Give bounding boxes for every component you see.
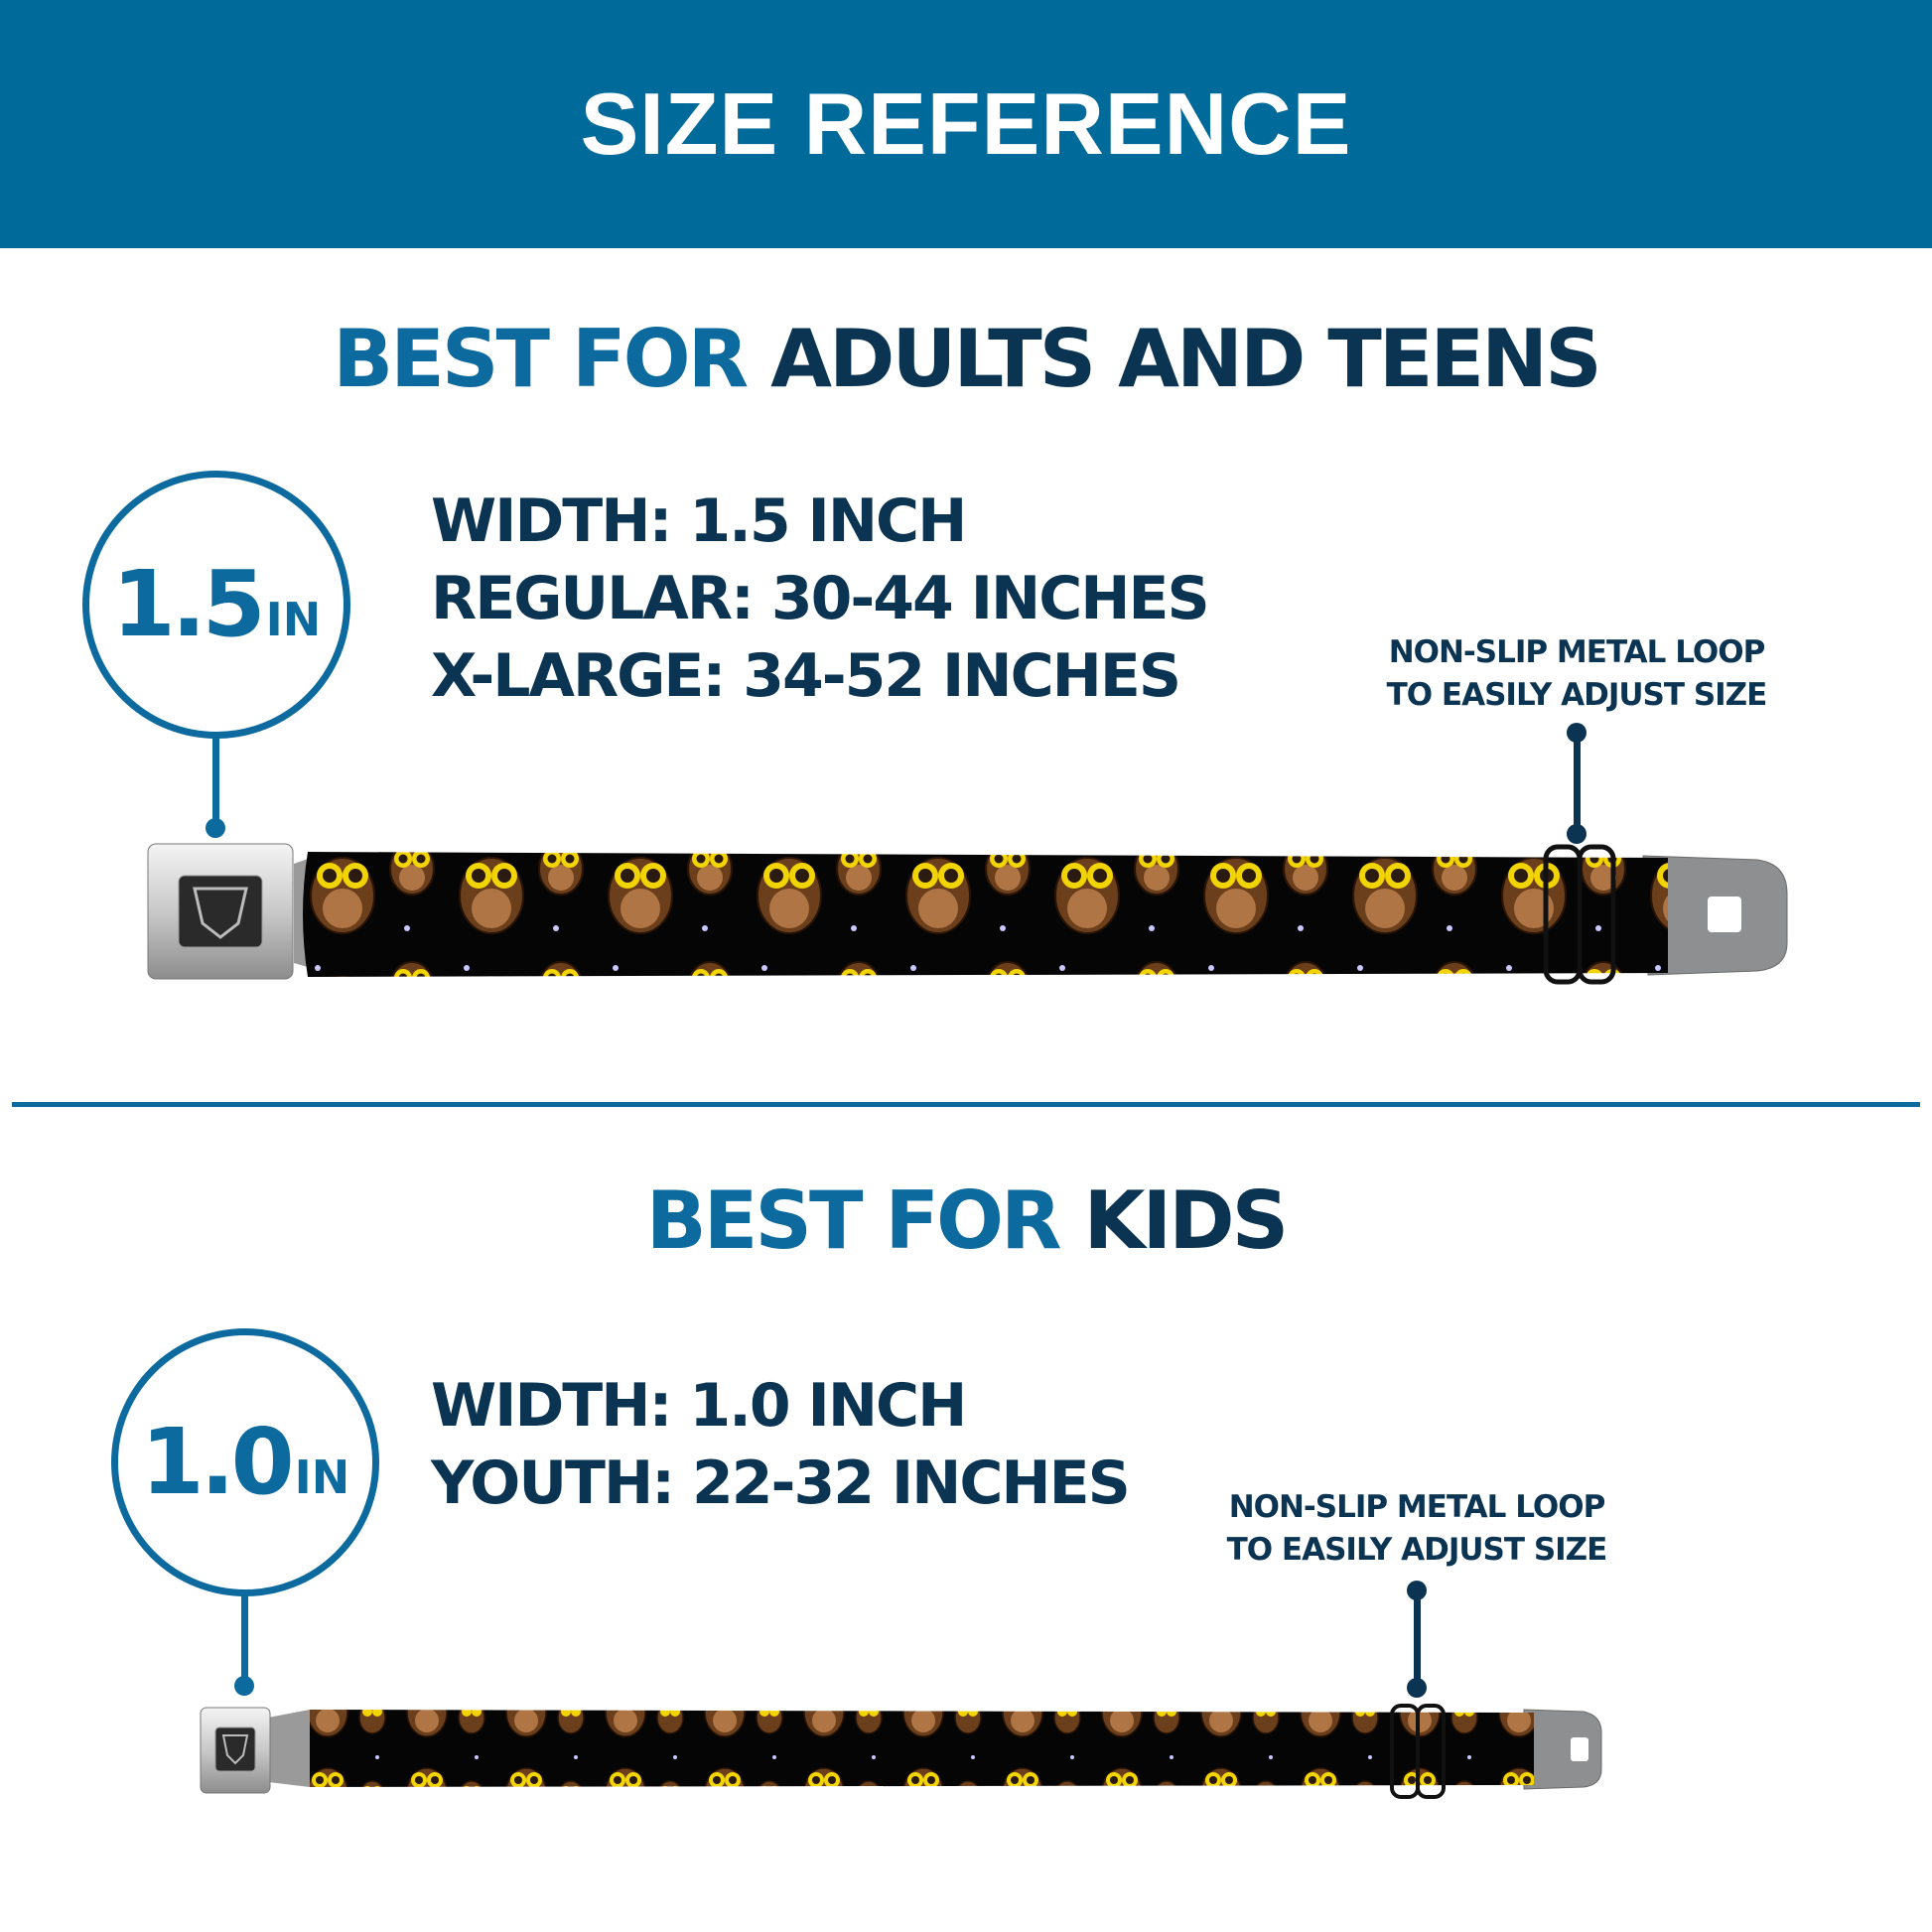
callout-line-2: TO EASILY ADJUST SIZE: [1226, 1532, 1608, 1568]
section-divider: [12, 1102, 1920, 1107]
badge-number: 1.0: [140, 1409, 295, 1515]
belt-tip: [1523, 1709, 1602, 1790]
title-prefix: BEST FOR: [645, 1174, 1062, 1267]
owl-strap: [310, 1710, 1534, 1787]
pointer-line: [241, 1594, 248, 1684]
callout-line-2: TO EASILY ADJUST SIZE: [1386, 677, 1768, 713]
callout-line-1: NON-SLIP METAL LOOP: [1388, 634, 1766, 670]
spec-youth: YOUTH: 22-32 INCHES: [431, 1449, 1131, 1518]
adults-section-title: BEST FOR ADULTS AND TEENS: [0, 320, 1932, 399]
pointer-line: [212, 737, 219, 826]
width-badge-kids: 1.0 IN: [111, 1328, 379, 1596]
owl-strap: [303, 852, 1668, 977]
tip-slot: [1708, 897, 1741, 932]
callout-dot-top: [1407, 1581, 1427, 1600]
callout-dot-bottom: [1567, 824, 1587, 844]
bd-logo-icon: [193, 887, 248, 939]
badge-unit: IN: [265, 593, 322, 646]
callout-line: [1574, 733, 1581, 832]
spec-xlarge: X-LARGE: 34-52 INCHES: [431, 641, 1181, 711]
kids-belt: [200, 1704, 1602, 1799]
page-title: SIZE REFERENCE: [580, 74, 1352, 173]
loop-callout-kids: NON-SLIP METAL LOOP TO EASILY ADJUST SIZ…: [1218, 1486, 1615, 1572]
bd-logo-icon: [221, 1734, 249, 1765]
width-badge-adult: 1.5 IN: [82, 471, 350, 739]
title-prefix: BEST FOR: [333, 313, 749, 405]
adult-belt: [147, 843, 1788, 985]
callout-dot-bottom: [1407, 1678, 1427, 1698]
kids-specs: WIDTH: 1.0 INCH YOUTH: 22-32 INCHES: [431, 1367, 1131, 1522]
pointer-dot: [234, 1676, 254, 1696]
callout-line-1: NON-SLIP METAL LOOP: [1228, 1489, 1606, 1525]
callout-dot-top: [1567, 723, 1587, 743]
title-main: ADULTS AND TEENS: [770, 313, 1602, 405]
title-main: KIDS: [1083, 1174, 1290, 1267]
pointer-dot: [206, 818, 225, 838]
spec-width: WIDTH: 1.5 INCH: [431, 486, 967, 556]
callout-line: [1414, 1590, 1421, 1686]
badge-number: 1.5: [111, 551, 266, 657]
kids-section-title: BEST FOR KIDS: [0, 1181, 1932, 1261]
badge-unit: IN: [294, 1450, 350, 1504]
loop-callout-adult: NON-SLIP METAL LOOP TO EASILY ADJUST SIZ…: [1378, 631, 1775, 717]
spec-regular: REGULAR: 30-44 INCHES: [431, 564, 1210, 633]
adult-specs: WIDTH: 1.5 INCH REGULAR: 30-44 INCHES X-…: [431, 483, 1210, 715]
header-banner: SIZE REFERENCE: [0, 0, 1932, 248]
spec-width: WIDTH: 1.0 INCH: [431, 1371, 967, 1441]
